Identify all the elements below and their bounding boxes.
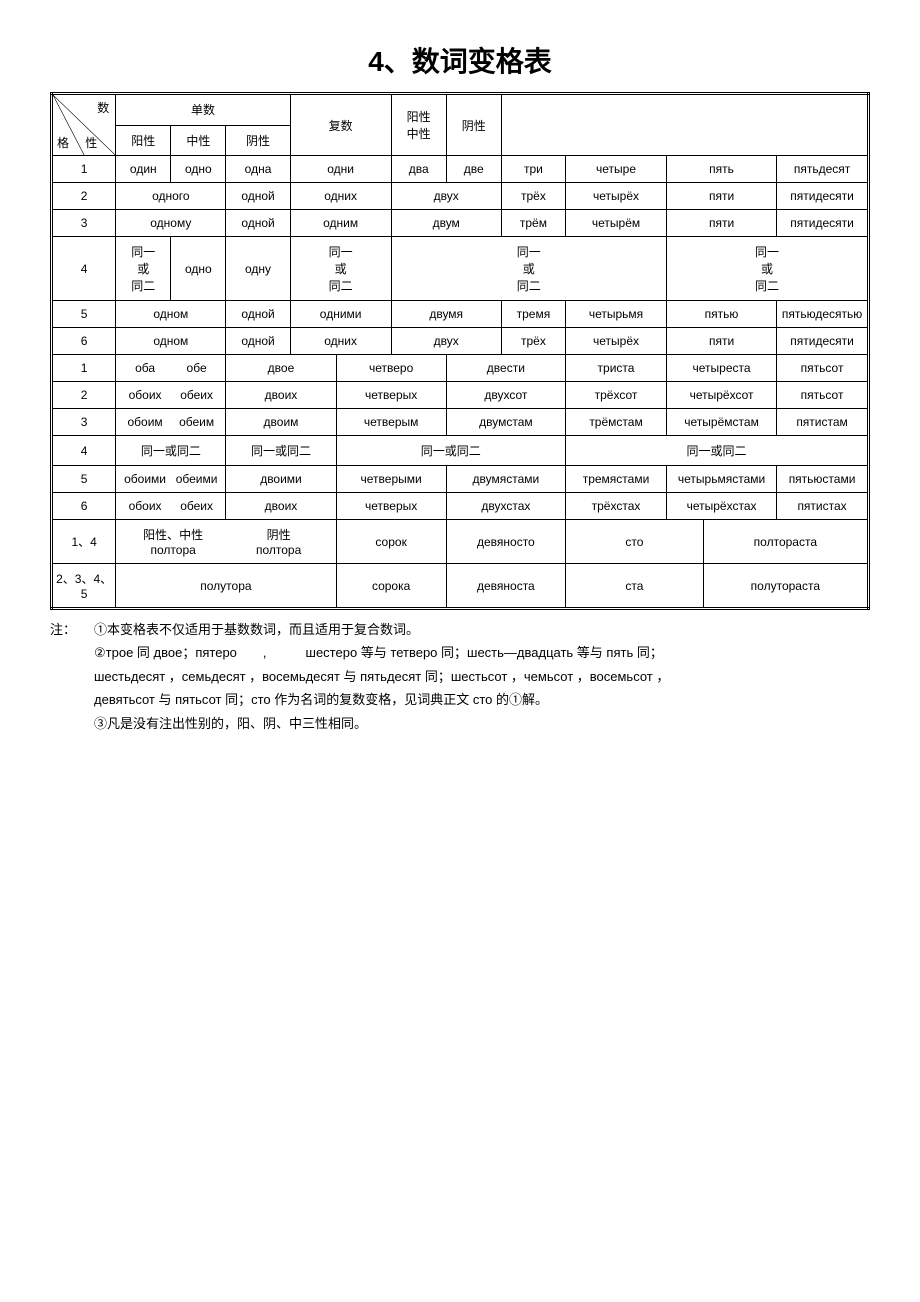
row-b2-2: 2 обоихобеих двоих четверых двухсот трёх… <box>52 382 869 409</box>
note-2c: девятьсот 与 пятьсот 同；сто 作为名词的复数变格，见词典正… <box>50 688 870 711</box>
declension-table: 数 格 性 单数 复数 阳性中性 阴性 阳性 中性 阴性 1 одинодноо… <box>50 92 870 610</box>
hdr-masc-neut: 阳性中性 <box>391 94 446 156</box>
hdr-fem2: 阴性 <box>446 94 501 156</box>
notes: 注： ①本变格表不仅适用于基数数词，而且适用于复合数词。 ②трое 同 дво… <box>50 618 870 735</box>
row-b1-1: 1 одинодноодна одни двадве тричетырепять… <box>52 156 869 183</box>
title-text: 数词变格表 <box>412 46 552 77</box>
page-title: 4、数词变格表 <box>50 40 870 80</box>
note-2a: ②трое 同 двое；пятеро , шестеро 等与 тетверо… <box>50 641 870 664</box>
row-b2-1: 1 обаобе двое четверо двести триста четы… <box>52 355 869 382</box>
row-b2-5: 5 обоимиобеими двоими четверыми двумяста… <box>52 466 869 493</box>
title-number: 4、 <box>368 46 412 77</box>
row-b1-6: 6 одномодной одних двух трёхчетырёхпятип… <box>52 328 869 355</box>
note-3: ③凡是没有注出性别的，阳、阴、中三性相同。 <box>50 712 870 735</box>
row-b2-3: 3 обоимобеим двоим четверым двумстам трё… <box>52 409 869 436</box>
note-1: ①本变格表不仅适用于基数数词，而且适用于复合数词。 <box>94 618 870 641</box>
row-b2-6: 6 обоихобеих двоих четверых двухстах трё… <box>52 493 869 520</box>
hdr-singular: 单数 <box>116 94 290 126</box>
row-b1-3: 3 одномуодной одним двум трёмчетырёмпяти… <box>52 210 869 237</box>
row-b1-2: 2 одногоодной одних двух трёхчетырёхпяти… <box>52 183 869 210</box>
row-b3-1: 1、4 阳性、中性полтора阴性полтора сорок девяност… <box>52 520 869 564</box>
hdr-masc: 阳性 <box>116 125 171 156</box>
hdr-blank <box>501 94 868 156</box>
row-b1-4: 4 同一或同二 одноодну 同一或同二 同一或同二 同一或同二 <box>52 237 869 301</box>
row-b3-2: 2、3、4、5 полутора сорока девяноста ста по… <box>52 564 869 609</box>
row-b2-4: 4 同一或同二 同一或同二 同一或同二 同一或同二 <box>52 436 869 466</box>
corner-cell: 数 格 性 <box>52 94 116 156</box>
header-row-1: 数 格 性 单数 复数 阳性中性 阴性 <box>52 94 869 126</box>
hdr-fem: 阴性 <box>226 125 290 156</box>
note-2b: шестьдесят ，семьдесят ，восемьдесят 与 пят… <box>50 665 870 688</box>
hdr-neut: 中性 <box>171 125 226 156</box>
notes-label: 注： <box>50 618 94 641</box>
row-b1-5: 5 одномодной одними двумя тремячетырьмяп… <box>52 301 869 328</box>
hdr-plural: 复数 <box>290 94 391 156</box>
